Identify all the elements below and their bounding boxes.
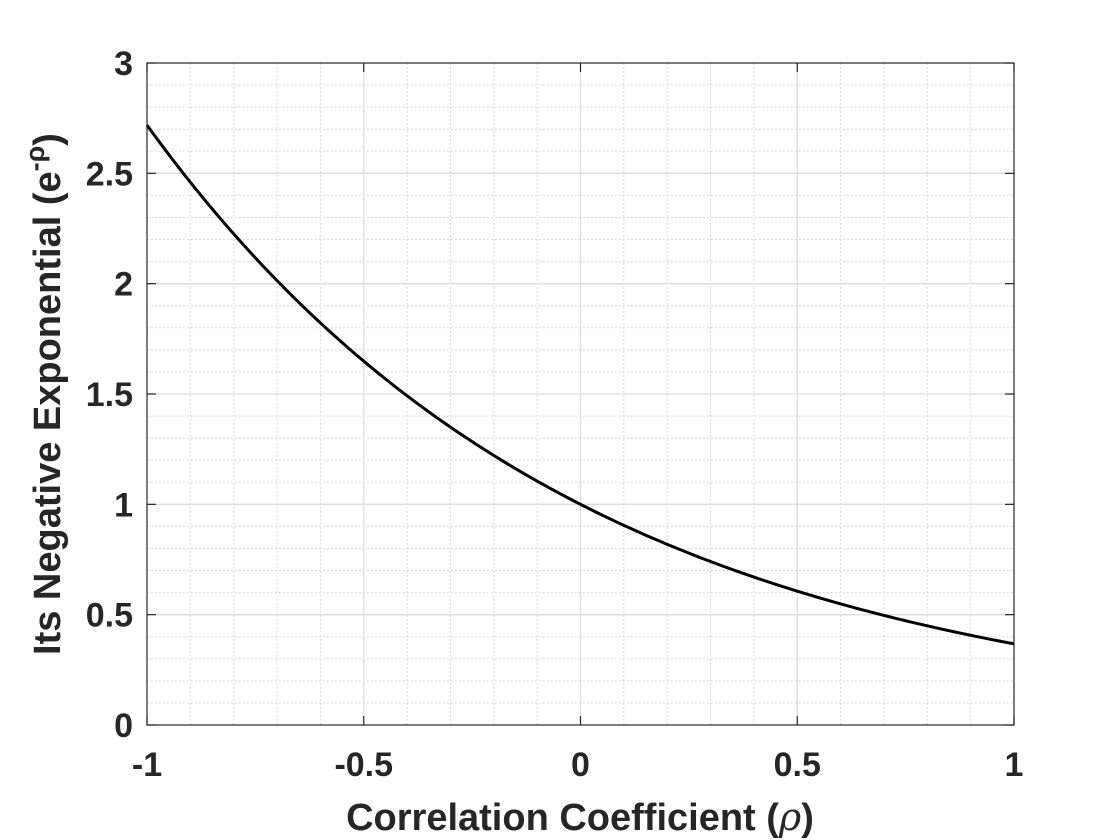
x-tick-label: 0 xyxy=(571,746,590,784)
x-axis-label-symbol: ρ xyxy=(778,795,802,839)
x-axis-label-text: Correlation Coefficient ( xyxy=(346,797,779,839)
x-tick-label: 1 xyxy=(1005,746,1024,784)
y-tick-label: 2.5 xyxy=(86,155,133,193)
y-tick-label: 2 xyxy=(114,266,133,304)
x-axis-label-close: ) xyxy=(801,797,814,839)
y-tick-label: 3 xyxy=(114,45,133,83)
y-tick-label: 1 xyxy=(114,486,133,524)
y-axis-label-close: ) xyxy=(27,133,69,146)
x-tick-label: 0.5 xyxy=(774,746,821,784)
tick-marks xyxy=(146,62,1015,726)
x-tick-labels: -1 -0.5 0 0.5 1 xyxy=(132,746,1024,784)
y-axis-label-text: Its Negative Exponential (e xyxy=(27,171,69,655)
y-tick-label: 0 xyxy=(114,707,133,745)
y-axis-label-superscript: -ρ xyxy=(20,146,50,172)
y-tick-label: 1.5 xyxy=(86,376,133,414)
series-line xyxy=(145,124,1015,646)
x-tick-label: -0.5 xyxy=(334,746,393,784)
x-axis-label: Correlation Coefficient (ρ) xyxy=(346,795,814,839)
series-layer xyxy=(145,124,1015,646)
y-tick-label: 0.5 xyxy=(86,597,133,635)
x-tick-label: -1 xyxy=(132,746,162,784)
y-tick-labels: 0 0.5 1 1.5 2 2.5 3 xyxy=(86,45,133,745)
major-grid xyxy=(147,63,1014,725)
y-axis-label: Its Negative Exponential (e-ρ) xyxy=(20,133,69,655)
